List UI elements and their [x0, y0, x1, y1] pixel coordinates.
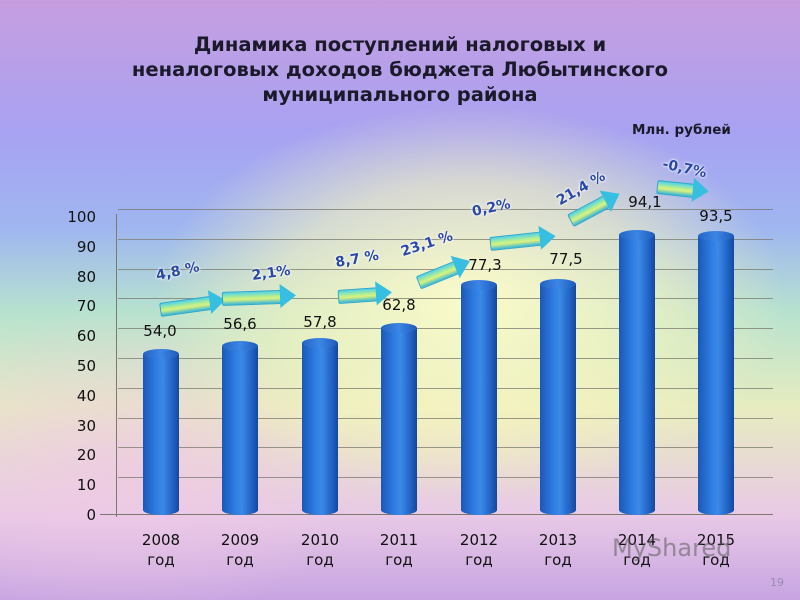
x-tick-year: 2014 [617, 531, 657, 549]
y-tick-label: 10 [76, 476, 96, 495]
unit-label: Млн. рублей [632, 122, 731, 138]
arrow-head [375, 280, 393, 306]
value-label: 56,6 [223, 315, 257, 333]
y-tick-label: 70 [76, 297, 96, 316]
gridline [118, 209, 773, 210]
x-tick-year: 2012 [459, 531, 499, 549]
x-tick-unit: год [226, 551, 254, 569]
gridline [118, 298, 773, 300]
x-tick-label: 2008 год [126, 530, 196, 570]
x-axis-line [100, 514, 773, 515]
arrow-head [279, 283, 297, 308]
x-tick-label: 2013 год [523, 530, 593, 570]
x-tick-label: 2009 год [205, 530, 275, 570]
value-label: 57,8 [303, 313, 337, 331]
bar-2008 [143, 349, 179, 515]
growth-arrow-icon [656, 177, 710, 204]
x-tick-year: 2013 [538, 531, 578, 549]
growth-arrow-icon [337, 280, 393, 306]
gridline [118, 358, 773, 359]
y-tick-label: 100 [67, 208, 96, 226]
y-tick-label: 0 [86, 506, 96, 524]
x-tick-label: 2014 год [602, 530, 672, 570]
bar-cap [619, 229, 655, 240]
y-axis-line [116, 214, 117, 517]
y-tick-label: 20 [76, 446, 96, 465]
value-label: 77,5 [549, 250, 583, 268]
watermark: MyShared [612, 534, 732, 562]
x-tick-year: 2009 [220, 531, 260, 549]
bar-cap [302, 337, 338, 348]
gridline [118, 238, 773, 240]
y-tick-label: 50 [76, 357, 96, 375]
bar-cap [540, 279, 576, 290]
value-label: 54,0 [143, 322, 177, 340]
x-tick-unit: год [702, 551, 730, 569]
growth-arrow-icon [221, 283, 297, 308]
x-tick-year: 2010 [300, 531, 340, 549]
y-tick-label: 60 [76, 327, 96, 346]
value-label: 93,5 [699, 207, 733, 225]
gridline [118, 477, 773, 479]
x-tick-unit: год [623, 551, 651, 569]
bar-2010 [302, 337, 338, 515]
bar-2011 [381, 322, 417, 515]
bar-2014 [619, 229, 655, 515]
gridline [118, 328, 773, 330]
bar-cap [698, 231, 734, 242]
x-tick-label: 2012 год [444, 530, 514, 570]
x-tick-unit: год [306, 551, 334, 569]
gridline [118, 387, 773, 389]
bar-cap [461, 279, 497, 290]
arrow-shaft [221, 289, 283, 306]
arrow-shaft [337, 287, 379, 304]
arrow-head [691, 177, 710, 204]
x-tick-unit: год [147, 551, 175, 569]
x-tick-year: 2011 [379, 531, 419, 549]
value-label: 94,1 [628, 193, 662, 211]
gridline [118, 417, 773, 419]
x-tick-label: 2010 год [285, 530, 355, 570]
x-tick-unit: год [465, 551, 493, 569]
y-tick-label: 80 [76, 267, 96, 286]
bar-2015 [698, 231, 734, 515]
x-tick-unit: год [385, 551, 413, 569]
x-tick-year: 2008 [141, 531, 181, 549]
title-line-1: Динамика поступлений налоговых и [193, 33, 607, 56]
y-tick-label: 30 [76, 416, 96, 435]
bar-cap [381, 322, 417, 333]
x-tick-unit: год [544, 551, 572, 569]
bar-2013 [540, 279, 576, 515]
x-tick-year: 2015 [696, 531, 736, 549]
title-line-2: неналоговых доходов бюджета Любытинского [131, 58, 669, 81]
bar-cap [143, 349, 179, 360]
chart-title: Динамика поступлений налоговых и неналог… [0, 32, 800, 107]
bar-2012 [461, 279, 497, 515]
y-tick-label: 90 [76, 237, 96, 256]
x-tick-label: 2015 год [681, 530, 751, 570]
page-number: 19 [770, 576, 784, 589]
bar-2009 [222, 341, 258, 515]
bar-cap [222, 341, 258, 352]
y-tick-label: 40 [76, 386, 96, 405]
title-line-3: муниципального района [262, 83, 538, 106]
gridline [118, 447, 773, 449]
x-tick-label: 2011 год [364, 530, 434, 570]
arrow-head [538, 224, 557, 250]
value-label: 62,8 [382, 296, 416, 314]
value-label: 77,3 [468, 256, 502, 274]
